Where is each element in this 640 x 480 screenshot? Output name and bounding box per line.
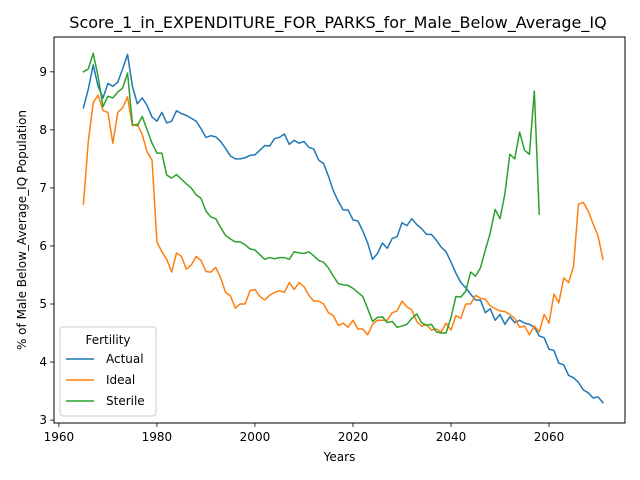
y-tick-label: 3 <box>39 413 47 427</box>
y-tick-label: 6 <box>39 239 47 253</box>
x-tick-label: 2000 <box>240 430 271 444</box>
legend-label-actual: Actual <box>106 352 144 366</box>
y-tick-label: 7 <box>39 181 47 195</box>
chart-title: Score_1_in_EXPENDITURE_FOR_PARKS_for_Mal… <box>69 13 606 33</box>
x-axis-label: Years <box>323 450 356 464</box>
x-axis: 1960 1980 2000 2020 2040 2060 <box>44 423 565 444</box>
y-tick-label: 4 <box>39 355 47 369</box>
plot-frame <box>53 36 626 424</box>
x-tick-label: 1960 <box>44 430 75 444</box>
y-axis-label: % of Male Below_Average_IQ Population <box>15 110 29 350</box>
legend: Fertility Actual Ideal Sterile <box>59 326 157 417</box>
x-tick-label: 2040 <box>436 430 467 444</box>
x-tick-label: 2020 <box>338 430 369 444</box>
legend-label-sterile: Sterile <box>106 394 145 408</box>
y-tick-label: 8 <box>39 123 47 137</box>
legend-title: Fertility <box>85 333 130 347</box>
legend-box <box>59 326 157 417</box>
series-line-sterile <box>82 52 541 334</box>
series-layer <box>82 52 604 404</box>
y-axis: 3 4 5 6 7 8 9 <box>39 65 54 427</box>
series-line-ideal <box>82 94 604 336</box>
y-tick-label: 5 <box>39 297 47 311</box>
x-tick-label: 2060 <box>534 430 565 444</box>
legend-label-ideal: Ideal <box>106 373 135 387</box>
x-tick-label: 1980 <box>142 430 173 444</box>
y-tick-label: 9 <box>39 65 47 79</box>
